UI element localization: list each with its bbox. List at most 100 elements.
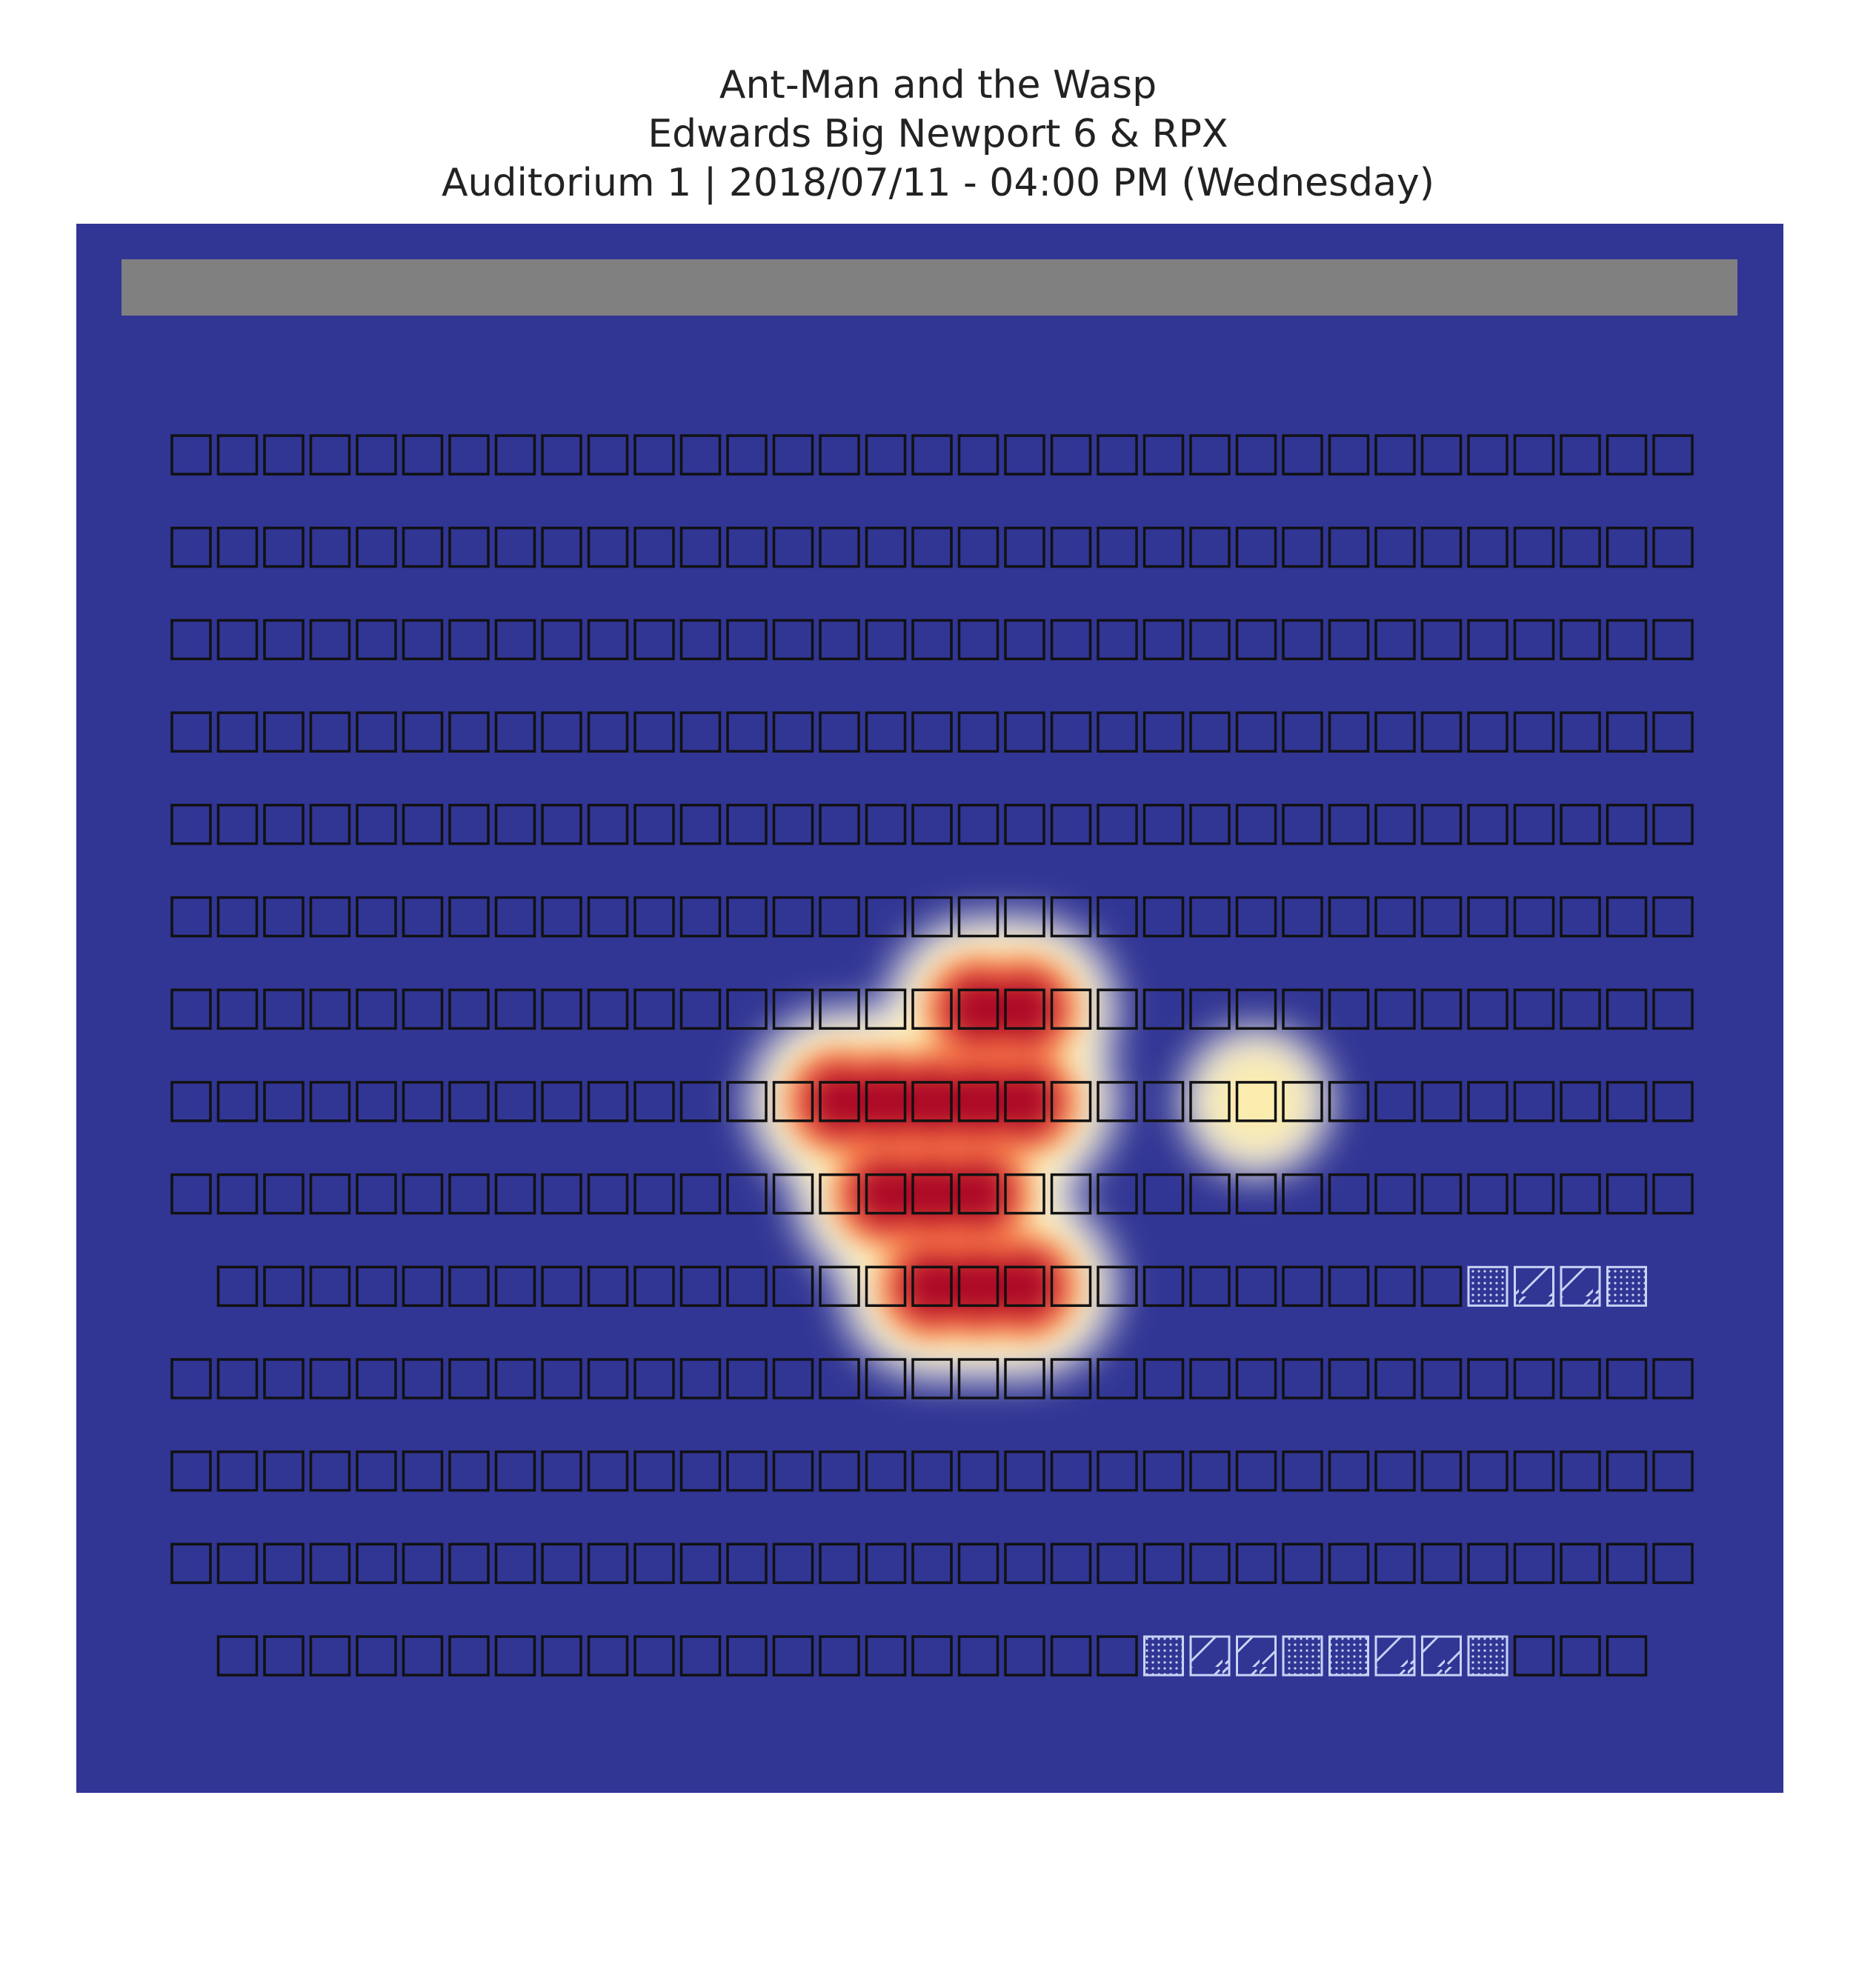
seat-r3-s19 xyxy=(1004,619,1045,661)
seat-r3-s5 xyxy=(356,619,397,661)
seat-r5-s22 xyxy=(1142,804,1185,845)
seat-r5-s11 xyxy=(633,804,675,845)
seat-r2-s7 xyxy=(448,526,490,568)
seat-r11-s2 xyxy=(216,1358,259,1399)
seat-r4-s10 xyxy=(587,711,629,753)
heat-spot-r7-s19 xyxy=(994,978,1056,1041)
heat-layer xyxy=(751,920,1328,1376)
seat-r13-s25 xyxy=(1282,1542,1323,1585)
seat-r1-s8 xyxy=(494,434,536,476)
seat-r5-s31 xyxy=(1560,804,1601,845)
seat-r4-s17 xyxy=(911,711,953,753)
seat-r11-s5 xyxy=(356,1358,397,1399)
seat-r11-s6 xyxy=(402,1358,444,1399)
companion-seat-r10-s31 xyxy=(1606,1265,1647,1307)
seat-r6-s22 xyxy=(1142,896,1185,938)
seat-r3-s10 xyxy=(587,619,629,661)
wheelchair-seat-r10-s29 xyxy=(1514,1265,1554,1307)
seat-r2-s20 xyxy=(1050,526,1092,568)
seat-r2-s33 xyxy=(1652,526,1694,568)
companion-seat-r10-s28 xyxy=(1467,1265,1509,1307)
seat-r13-s24 xyxy=(1235,1542,1277,1585)
seat-r4-s8 xyxy=(494,711,536,753)
seat-r2-s5 xyxy=(356,526,397,568)
seat-r7-s28 xyxy=(1420,988,1463,1030)
seat-r10-s18 xyxy=(1004,1265,1045,1308)
seat-r13-s17 xyxy=(911,1542,953,1585)
seat-r7-s24 xyxy=(1235,988,1277,1030)
seat-r7-s14 xyxy=(772,988,814,1030)
seat-r2-s22 xyxy=(1142,526,1185,568)
seat-r3-s30 xyxy=(1513,619,1555,661)
seat-r1-s5 xyxy=(356,434,397,476)
seat-r7-s33 xyxy=(1652,988,1694,1030)
seat-r6-s20 xyxy=(1050,896,1092,938)
seat-r8-s6 xyxy=(402,1081,444,1122)
seat-r12-s8 xyxy=(494,1450,536,1492)
seat-r12-s2 xyxy=(216,1450,259,1492)
seat-r11-s17 xyxy=(911,1358,953,1399)
seat-r9-s5 xyxy=(356,1173,397,1215)
seat-r5-s1 xyxy=(170,804,212,845)
seat-r2-s1 xyxy=(170,526,212,568)
seat-r10-s6 xyxy=(448,1265,490,1308)
seat-r12-s3 xyxy=(263,1450,305,1492)
seat-r12-s5 xyxy=(356,1450,397,1492)
seat-r8-s25 xyxy=(1282,1081,1323,1122)
seat-r1-s31 xyxy=(1560,434,1601,476)
seat-r4-s19 xyxy=(1004,711,1045,753)
seat-r1-s33 xyxy=(1652,434,1694,476)
seat-r4-s13 xyxy=(726,711,768,753)
seat-r11-s27 xyxy=(1374,1358,1416,1399)
seat-r11-s3 xyxy=(263,1358,305,1399)
seat-r11-s30 xyxy=(1513,1358,1555,1399)
seat-r4-s14 xyxy=(772,711,814,753)
seat-r2-s14 xyxy=(772,526,814,568)
seat-r11-s31 xyxy=(1560,1358,1601,1399)
seat-r5-s10 xyxy=(587,804,629,845)
showing-info: Auditorium 1 | 2018/07/11 - 04:00 PM (We… xyxy=(441,161,1435,205)
seat-r2-s11 xyxy=(633,526,675,568)
seat-r13-s13 xyxy=(726,1542,768,1585)
seat-r9-s21 xyxy=(1097,1173,1138,1215)
seat-r11-s13 xyxy=(726,1358,768,1399)
seat-r8-s17 xyxy=(911,1081,953,1122)
seat-r10-s25 xyxy=(1328,1265,1370,1308)
seat-r8-s2 xyxy=(216,1081,259,1122)
seat-r6-s4 xyxy=(309,896,351,938)
seat-r7-s9 xyxy=(541,988,582,1030)
seat-r3-s22 xyxy=(1142,619,1185,661)
seat-r7-s29 xyxy=(1467,988,1509,1030)
seat-r4-s31 xyxy=(1560,711,1601,753)
seat-r6-s12 xyxy=(679,896,722,938)
seat-r8-s32 xyxy=(1606,1081,1648,1122)
seat-r2-s23 xyxy=(1189,526,1231,568)
seat-r8-s18 xyxy=(957,1081,999,1122)
seat-r3-s28 xyxy=(1420,619,1463,661)
seat-r3-s7 xyxy=(448,619,490,661)
seat-r11-s14 xyxy=(772,1358,814,1399)
seat-r9-s2 xyxy=(216,1173,259,1215)
seat-r5-s14 xyxy=(772,804,814,845)
seat-r13-s29 xyxy=(1467,1542,1509,1585)
seat-r6-s29 xyxy=(1467,896,1509,938)
seat-r6-s6 xyxy=(402,896,444,938)
seat-r9-s14 xyxy=(772,1173,814,1215)
seat-r10-s24 xyxy=(1282,1265,1323,1308)
seat-r3-s18 xyxy=(957,619,999,661)
seat-r8-s26 xyxy=(1328,1081,1370,1122)
seat-r11-s33 xyxy=(1652,1358,1694,1399)
seat-r10-s22 xyxy=(1189,1265,1231,1308)
seat-r12-s13 xyxy=(726,1450,768,1492)
seat-r1-s16 xyxy=(865,434,907,476)
seat-r13-s30 xyxy=(1513,1542,1555,1585)
seat-r8-s13 xyxy=(726,1081,768,1122)
seat-r12-s30 xyxy=(1513,1450,1555,1492)
seat-r6-s33 xyxy=(1652,896,1694,938)
seat-r9-s15 xyxy=(819,1173,860,1215)
seat-r7-s8 xyxy=(494,988,536,1030)
seat-r2-s8 xyxy=(494,526,536,568)
seat-r4-s7 xyxy=(448,711,490,753)
seat-r11-s12 xyxy=(679,1358,722,1399)
seat-r7-s16 xyxy=(865,988,907,1030)
